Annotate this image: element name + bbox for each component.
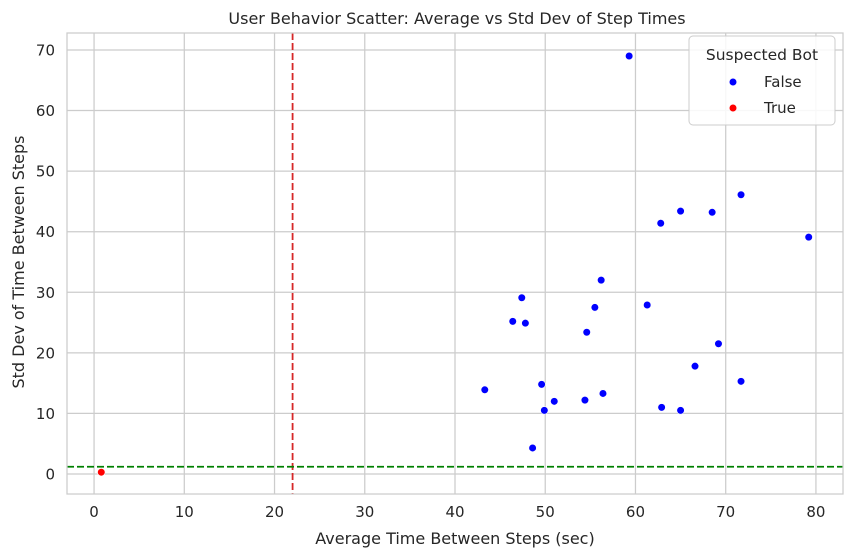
y-tick-label: 10: [36, 405, 55, 423]
legend: Suspected Bot False True: [688, 35, 836, 126]
scatter-point-false: [736, 377, 746, 386]
x-tick-label: 60: [626, 503, 645, 521]
scatter-point-false: [676, 206, 685, 216]
scatter-point-false: [590, 303, 599, 312]
scatter-point-false: [736, 190, 746, 199]
scatter-point-false: [537, 380, 546, 389]
reference-lines: [67, 33, 843, 494]
scatter-point-false: [550, 397, 559, 406]
scatter-point-false: [521, 319, 530, 328]
plot-frame: [66, 32, 844, 495]
y-tick-label: 70: [36, 41, 55, 59]
data-points: [97, 51, 813, 477]
legend-box: [688, 35, 836, 126]
scatter-point-false: [676, 406, 685, 415]
y-tick-label: 30: [36, 284, 55, 302]
scatter-point-false: [656, 219, 665, 228]
x-axis-label: Average Time Between Steps (sec): [315, 529, 594, 548]
scatter-point-false: [657, 403, 666, 412]
scatter-point-false: [625, 51, 634, 61]
y-tick-label: 50: [36, 163, 55, 181]
scatter-point-false: [714, 339, 723, 348]
y-axis-label: Std Dev of Time Between Steps: [9, 136, 28, 389]
y-tick-label: 0: [45, 466, 55, 484]
x-tick-label: 10: [175, 503, 194, 521]
scatter-point-false: [582, 328, 591, 337]
x-tick-label: 80: [806, 503, 825, 521]
scatter-point-false: [517, 293, 526, 302]
y-tick-label: 20: [36, 344, 55, 362]
tick-labels: 0 10 20 30 40 50 60 70 80 0 10 20 30 40 50 60 70: [36, 41, 826, 521]
legend-title: Suspected Bot: [706, 46, 818, 64]
scatter-point-false: [480, 385, 489, 394]
x-tick-label: 50: [536, 503, 555, 521]
x-tick-label: 0: [89, 503, 99, 521]
scatter-point-false: [708, 208, 717, 217]
x-tick-label: 20: [265, 503, 284, 521]
y-tick-label: 40: [36, 223, 55, 241]
legend-marker-false: [728, 77, 738, 87]
y-tick-label: 60: [36, 102, 55, 120]
legend-label-true: True: [763, 99, 796, 117]
scatter-point-false: [597, 276, 606, 285]
scatter-point-false: [580, 396, 590, 405]
scatter-point-false: [643, 300, 652, 310]
scatter-point-false: [690, 362, 700, 371]
legend-marker-true: [728, 103, 738, 113]
x-tick-label: 30: [355, 503, 374, 521]
x-tick-label: 70: [716, 503, 735, 521]
scatter-point-false: [540, 406, 549, 415]
chart-title: User Behavior Scatter: Average vs Std De…: [228, 9, 685, 28]
scatter-point-true: [97, 468, 106, 477]
scatter-point-false: [528, 443, 537, 453]
scatter-point-false: [508, 317, 517, 326]
legend-label-false: False: [764, 73, 802, 91]
scatter-point-false: [804, 233, 813, 242]
scatter-point-false: [598, 389, 608, 398]
x-tick-label: 40: [445, 503, 464, 521]
